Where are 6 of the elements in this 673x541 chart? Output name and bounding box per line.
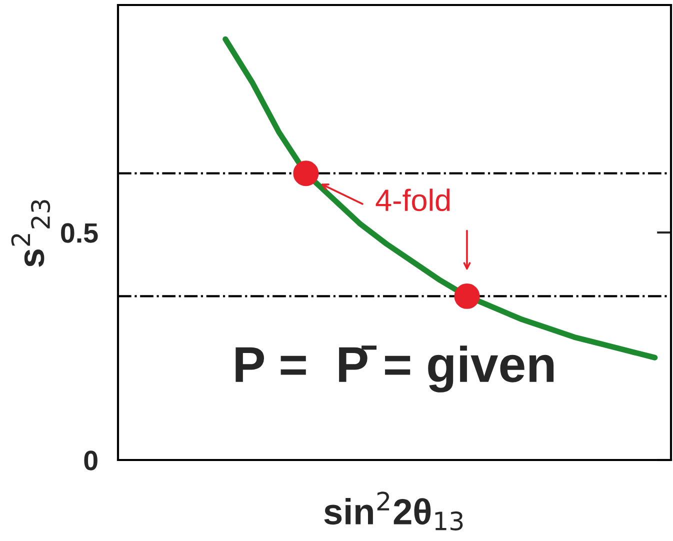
y-axis-title: s$^{2}$$_{23}$ <box>11 200 50 267</box>
x-axis-title: sin$^{2}$2θ$_{13}$ <box>324 492 463 531</box>
y-tick-label: 0 <box>84 450 98 470</box>
annotation: 4-fold <box>376 188 450 212</box>
y-tick-label: 0.5 <box>61 223 98 243</box>
annotation: P = P̄ = given <box>236 346 554 392</box>
